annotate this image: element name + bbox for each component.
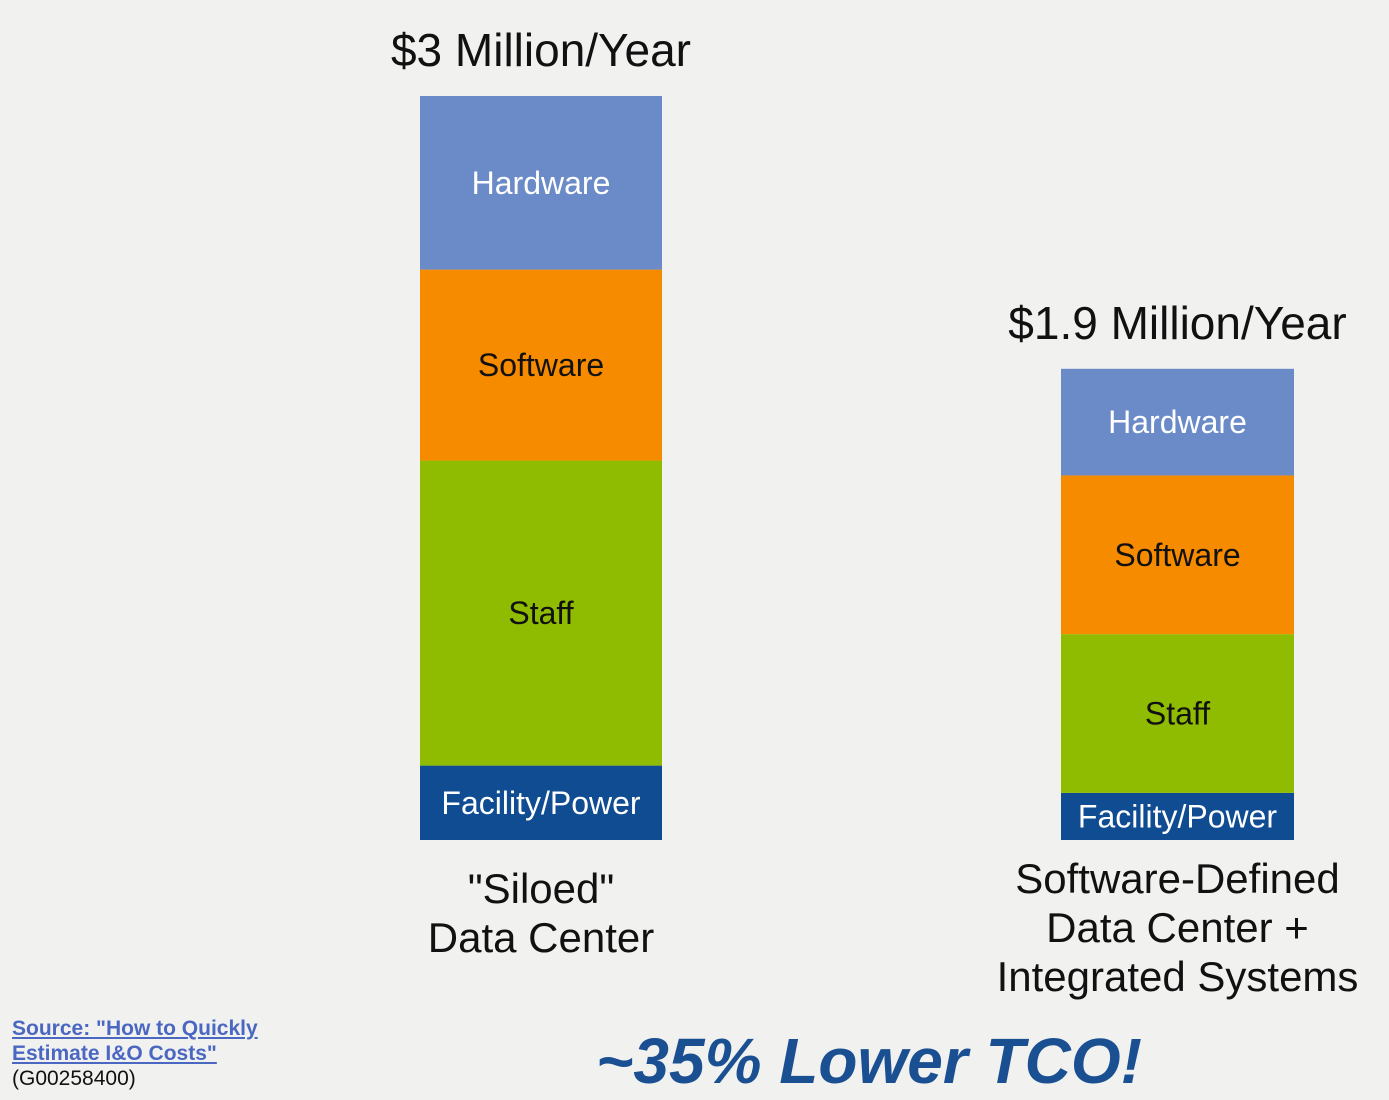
bar-1-software-segment xyxy=(420,269,662,461)
bars-group: Facility/Power Staff Software Hardware Facil… xyxy=(420,96,1294,840)
totals-group: $3 Million/Year $1.9 Million/Year xyxy=(391,24,1347,349)
bar-2-total-label: $1.9 Million/Year xyxy=(1008,297,1346,349)
category-labels-group: "Siloed"Data Center Software-DefinedData … xyxy=(428,855,1359,1000)
bar-2-category-label-line-2: Data Center + xyxy=(1046,904,1309,951)
source-link-line-2[interactable]: Estimate I&O Costs" xyxy=(12,1042,217,1065)
bar-1-software-label: Software xyxy=(478,347,604,383)
headline-tco: ~35% Lower TCO! xyxy=(596,1025,1142,1097)
bar-1-staff-segment xyxy=(420,460,662,766)
bar-2-software-label: Software xyxy=(1114,537,1240,573)
bar-2-staff-label: Staff xyxy=(1145,696,1210,732)
bar-1-hardware-label: Hardware xyxy=(472,165,611,201)
bar-1-facility-power-label: Facility/Power xyxy=(441,785,641,821)
source-citation: Source: "How to Quickly Estimate I&O Cos… xyxy=(12,1016,258,1091)
bar-1-total-label: $3 Million/Year xyxy=(391,24,691,76)
bar-1-category-label-line-2: Data Center xyxy=(428,914,654,961)
source-link-line-1[interactable]: Source: "How to Quickly xyxy=(12,1017,258,1040)
bar-2-category-label-line-1: Software-Defined xyxy=(1015,855,1340,902)
bar-2-staff-segment xyxy=(1061,634,1294,793)
bar-2-category-label-line-3: Integrated Systems xyxy=(997,953,1359,1000)
bar-2-facility-power-segment xyxy=(1061,792,1294,840)
bar-2-hardware-segment xyxy=(1061,368,1294,476)
bar-2-software-segment xyxy=(1061,475,1294,635)
stacked-bar-chart: Facility/Power Staff Software Hardware Facil… xyxy=(391,24,1359,1000)
bar-2-facility-power-label: Facility/Power xyxy=(1078,798,1278,834)
bar-1-hardware-segment xyxy=(420,96,662,270)
bar-1-category-label-line-1: "Siloed" xyxy=(468,865,615,912)
bar-1-facility-power-segment xyxy=(420,765,662,840)
source-code: (G00258400) xyxy=(12,1067,136,1090)
bar-1-staff-label: Staff xyxy=(508,595,573,631)
bar-2-hardware-label: Hardware xyxy=(1108,404,1247,440)
